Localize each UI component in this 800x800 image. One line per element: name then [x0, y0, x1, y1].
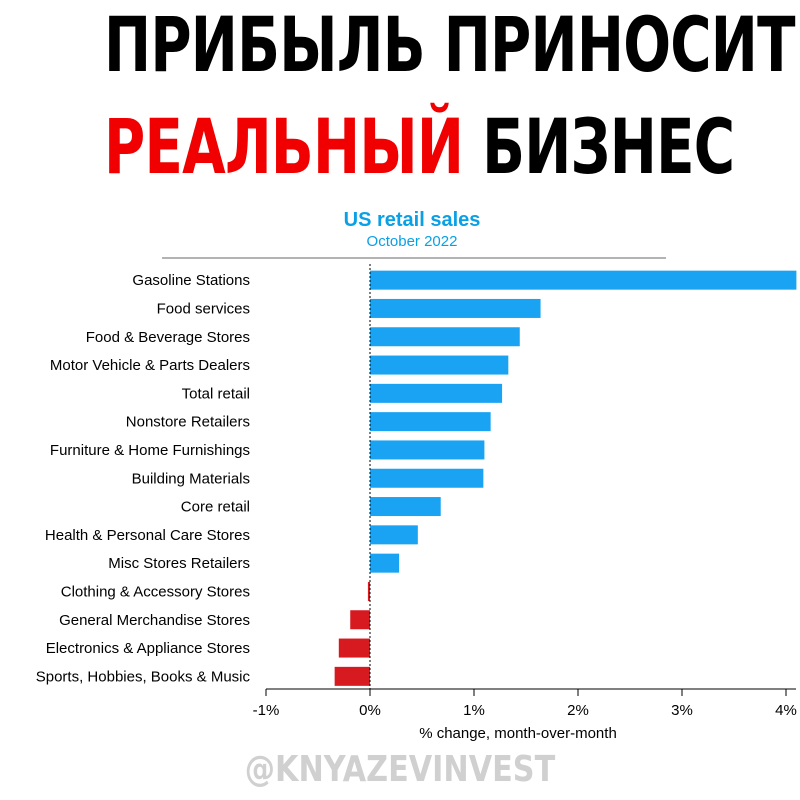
headline-accent-text: РЕАЛЬНЫЙ: [104, 102, 464, 191]
bar: [370, 525, 418, 545]
bar: [370, 327, 520, 347]
category-label: Health & Personal Care Stores: [45, 527, 250, 544]
category-label: Nonstore Retailers: [126, 414, 250, 431]
headline-text-1: ПРИБЫЛЬ ПРИНОСИТ: [104, 0, 795, 89]
x-axis-label: % change, month-over-month: [419, 725, 617, 742]
bar: [370, 553, 400, 573]
bar: [370, 440, 485, 460]
headline-line-2: РЕАЛЬНЫЙ БИЗНЕС: [104, 102, 735, 191]
category-label: Sports, Hobbies, Books & Music: [36, 668, 251, 685]
bar: [370, 383, 503, 403]
bar: [370, 355, 509, 375]
category-label: Clothing & Accessory Stores: [61, 583, 250, 600]
x-tick-label: 3%: [671, 702, 693, 719]
category-label: Core retail: [181, 499, 250, 516]
bar: [338, 638, 370, 658]
x-tick-label: 1%: [463, 702, 485, 719]
bar: [367, 581, 370, 601]
category-label: Gasoline Stations: [132, 272, 250, 289]
chart-title: US retail sales: [344, 209, 481, 231]
bar: [370, 412, 491, 432]
category-label: Building Materials: [132, 470, 250, 487]
category-label: Total retail: [182, 385, 250, 402]
category-label: General Merchandise Stores: [59, 612, 250, 629]
bar: [370, 270, 797, 290]
x-tick-label: 2%: [567, 702, 589, 719]
category-label: Food services: [157, 300, 250, 317]
category-label: Food & Beverage Stores: [86, 329, 250, 346]
category-label: Furniture & Home Furnishings: [50, 442, 250, 459]
bar: [334, 666, 370, 686]
watermark: @KNYAZEVINVEST: [244, 749, 556, 790]
category-labels: Gasoline Stations Food services Food & Bev…: [36, 272, 251, 685]
x-axis-ticks: -1% 0% 1% 2% 3% 4%: [253, 689, 797, 719]
bar: [370, 497, 441, 517]
x-tick-label: -1%: [253, 702, 280, 719]
bar: [370, 298, 541, 318]
category-label: Motor Vehicle & Parts Dealers: [50, 357, 250, 374]
bar: [370, 468, 484, 488]
x-tick-label: 4%: [775, 702, 797, 719]
headline-rest-text: БИЗНЕС: [482, 102, 735, 191]
chart-subtitle: October 2022: [367, 233, 458, 250]
x-tick-label: 0%: [359, 702, 381, 719]
retail-sales-chart: US retail sales October 2022 Gasoline St…: [36, 209, 797, 742]
headline-line-1: ПРИБЫЛЬ ПРИНОСИТ: [104, 2, 795, 88]
bar: [350, 610, 370, 630]
category-label: Electronics & Appliance Stores: [46, 640, 250, 657]
category-label: Misc Stores Retailers: [108, 555, 250, 572]
bars-layer: [334, 270, 797, 686]
